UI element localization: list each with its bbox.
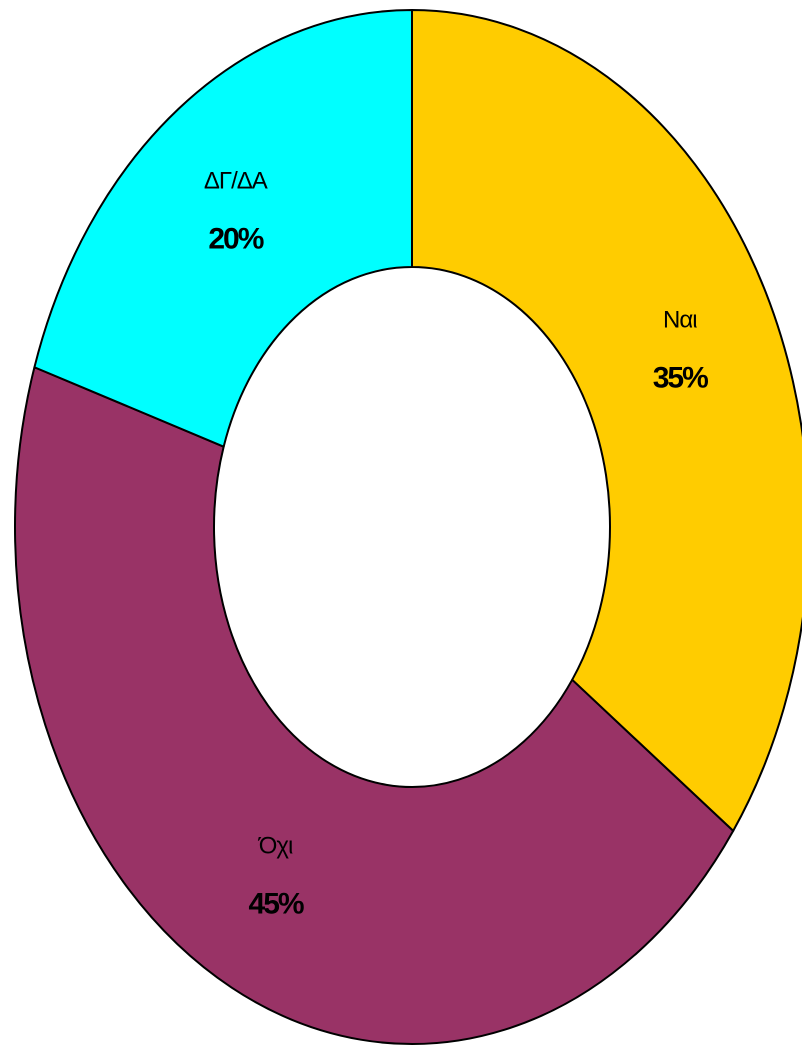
donut-slice — [14, 366, 735, 1046]
donut-slice — [411, 9, 802, 832]
slice-value-label: 35% — [653, 361, 708, 394]
slice-label: Όχι — [258, 833, 293, 860]
slice-value-label: 20% — [208, 222, 263, 255]
slice-label: ΔΓ/ΔΑ — [204, 167, 268, 194]
slice-label: Ναι — [663, 306, 697, 333]
donut-slice — [33, 9, 413, 448]
slice-value-label: 45% — [249, 888, 304, 921]
